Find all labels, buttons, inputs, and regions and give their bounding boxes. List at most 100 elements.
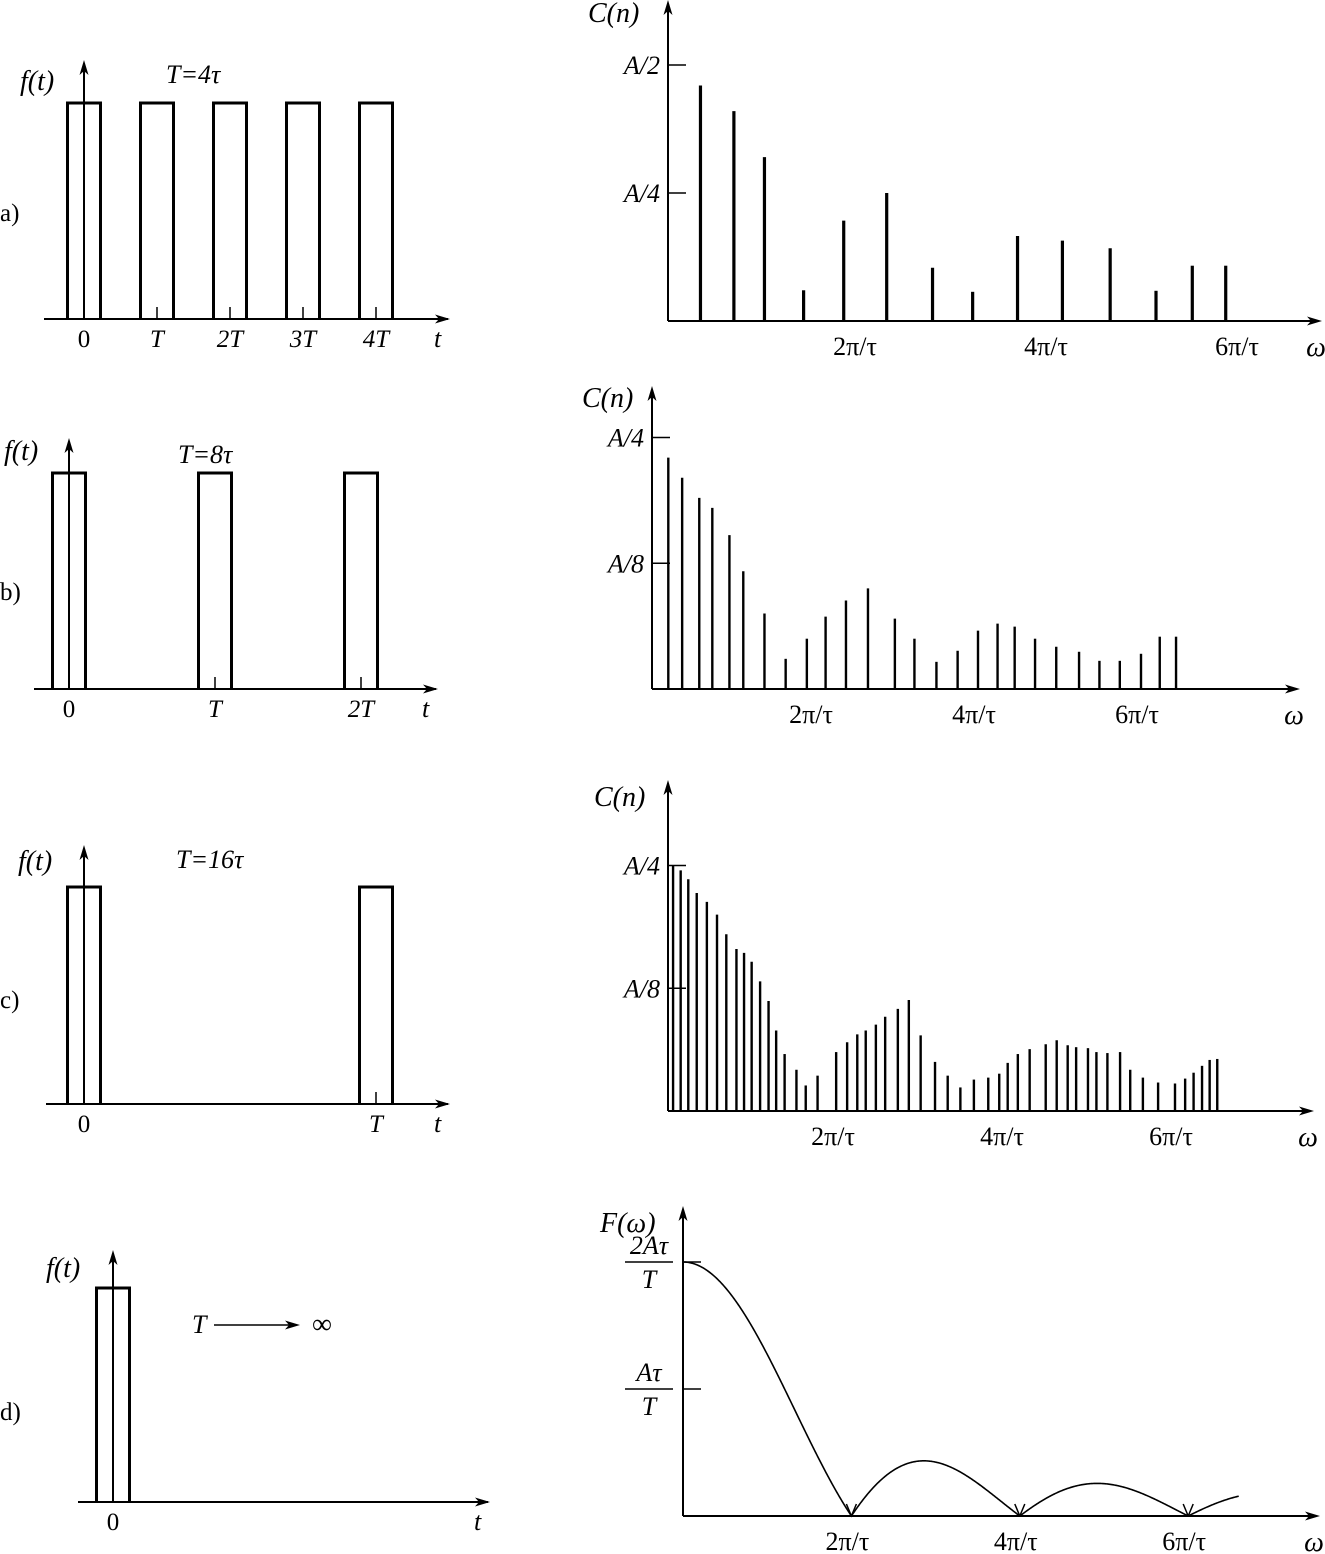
x-axis-label: ω xyxy=(1304,1527,1324,1554)
f-axis-arrow xyxy=(79,60,89,75)
tick-label: 0 xyxy=(63,696,76,723)
y-tick-label: A/4 xyxy=(622,179,660,208)
zero-crossing-mark-right xyxy=(1187,1503,1194,1517)
panel-label: d) xyxy=(0,1399,21,1426)
tick-label: 2T xyxy=(217,326,246,353)
tick-label: T xyxy=(208,696,224,723)
f-axis-arrow xyxy=(79,845,89,860)
time-plot-d: d) f(t) t 0 T ∞ xyxy=(0,1250,490,1536)
limit-arrow-head xyxy=(285,1320,300,1330)
x-tick-label: 6π/τ xyxy=(1162,1527,1206,1554)
spectrum-envelope-curve xyxy=(682,1261,1239,1518)
tick-label: 0 xyxy=(107,1509,120,1536)
period-label: T xyxy=(192,1310,208,1339)
spectrum-plot-c-spec: C(n) ω 2π/τ 4π/τ 6π/τ A/4 A/8 xyxy=(594,780,1318,1153)
fraction-denominator: T xyxy=(642,1265,658,1294)
period-label: T=16τ xyxy=(176,845,245,874)
time-plot-b: b) f(t) t 0 T 2T T=8τ xyxy=(0,436,438,723)
y-axis-label: F(ω) xyxy=(599,1208,656,1239)
x-tick-label: 4π/τ xyxy=(994,1527,1038,1554)
zero-crossing-mark-right xyxy=(1019,1503,1026,1517)
x-axis-label: ω xyxy=(1298,1122,1318,1153)
c-axis-arrow xyxy=(663,780,673,795)
t-axis-arrow xyxy=(423,684,438,694)
zero-crossing-mark-right xyxy=(850,1503,858,1517)
y-axis-label: f(t) xyxy=(46,1253,80,1284)
y-axis-label: C(n) xyxy=(594,782,645,813)
zero-crossing-mark-left xyxy=(1014,1503,1021,1517)
spectrum-plot-b-spec: C(n) ω 2π/τ 4π/τ 6π/τ A/4 A/8 xyxy=(582,383,1304,731)
y-tick-label: A/2 xyxy=(622,51,660,80)
pulse xyxy=(139,101,175,319)
x-tick-label: 2π/τ xyxy=(789,700,833,729)
fraction-denominator: T xyxy=(642,1392,658,1421)
period-label: T=8τ xyxy=(178,440,234,469)
panel-label: b) xyxy=(0,579,21,606)
pulse xyxy=(212,101,248,319)
tick-label: 0 xyxy=(78,326,91,353)
zero-crossing-mark-left xyxy=(1182,1503,1189,1517)
y-axis-label: C(n) xyxy=(588,0,639,29)
x-axis-label: t xyxy=(434,1109,442,1138)
x-tick-label: 4π/τ xyxy=(952,700,996,729)
t-axis-arrow xyxy=(475,1497,490,1507)
pulse xyxy=(197,471,233,689)
tick-label: 2T xyxy=(348,696,377,723)
y-axis-label: C(n) xyxy=(582,383,633,414)
f-axis-arrow xyxy=(108,1250,118,1265)
c-axis-arrow xyxy=(663,0,673,15)
panel-label: c) xyxy=(0,987,19,1014)
tick-label: 0 xyxy=(78,1111,91,1138)
y-axis-label: f(t) xyxy=(4,436,38,467)
y-tick-label: A/8 xyxy=(622,974,660,1003)
pulse xyxy=(358,885,394,1104)
zero-crossing-mark-left xyxy=(845,1503,853,1517)
limit-label: ∞ xyxy=(312,1309,332,1340)
panel-label: a) xyxy=(0,200,19,227)
pulse xyxy=(343,471,379,689)
y-axis-label: f(t) xyxy=(18,846,52,877)
y-tick-fraction: Aτ T xyxy=(625,1358,673,1421)
spectrum-plot-a-spec: C(n) ω 2π/τ 4π/τ 6π/τ A/2 A/4 xyxy=(588,0,1325,363)
period-label: T=4τ xyxy=(166,60,222,89)
spectrum-plot-d-spec: F(ω) ω 2π/τ 4π/τ 6π/τ 2Aτ T Aτ T xyxy=(599,1206,1324,1554)
omega-axis-arrow xyxy=(1305,1511,1320,1521)
omega-axis-arrow xyxy=(1299,1106,1314,1116)
pulse xyxy=(66,101,102,319)
x-axis-label: ω xyxy=(1306,332,1325,363)
x-tick-label: 6π/τ xyxy=(1215,332,1259,361)
c-axis-arrow xyxy=(647,386,657,401)
omega-axis-arrow xyxy=(1307,316,1322,326)
tick-label: 4T xyxy=(363,326,392,353)
y-axis-label: f(t) xyxy=(20,66,54,97)
tick-label: 3T xyxy=(289,326,319,353)
f-axis-arrow xyxy=(64,438,74,453)
pulse xyxy=(66,885,102,1104)
x-axis-label: t xyxy=(434,324,442,353)
x-tick-label: 6π/τ xyxy=(1149,1122,1193,1151)
x-axis-label: t xyxy=(422,694,430,723)
tick-label: T xyxy=(369,1111,385,1138)
t-axis-arrow xyxy=(435,1099,450,1109)
tick-label: T xyxy=(150,326,166,353)
x-tick-label: 2π/τ xyxy=(825,1527,869,1554)
x-tick-label: 6π/τ xyxy=(1115,700,1159,729)
pulse xyxy=(51,471,87,689)
x-axis-label: ω xyxy=(1284,700,1304,731)
pulse xyxy=(358,101,394,319)
fraction-numerator: Aτ xyxy=(634,1358,663,1387)
y-tick-label: A/8 xyxy=(606,549,644,578)
y-tick-label: A/4 xyxy=(622,852,660,881)
y-tick-label: A/4 xyxy=(606,424,644,453)
t-axis-arrow xyxy=(435,314,450,324)
time-plot-a: a) f(t) t 0 T 2T 3T 4T T=4τ xyxy=(0,60,450,353)
y-tick-fraction: 2Aτ T xyxy=(625,1231,673,1294)
x-axis-label: t xyxy=(474,1507,482,1536)
x-tick-label: 2π/τ xyxy=(811,1122,855,1151)
pulse xyxy=(95,1286,131,1502)
x-tick-label: 2π/τ xyxy=(833,332,877,361)
pulse xyxy=(285,101,321,319)
x-tick-label: 4π/τ xyxy=(1024,332,1068,361)
omega-axis-arrow xyxy=(1285,684,1300,694)
